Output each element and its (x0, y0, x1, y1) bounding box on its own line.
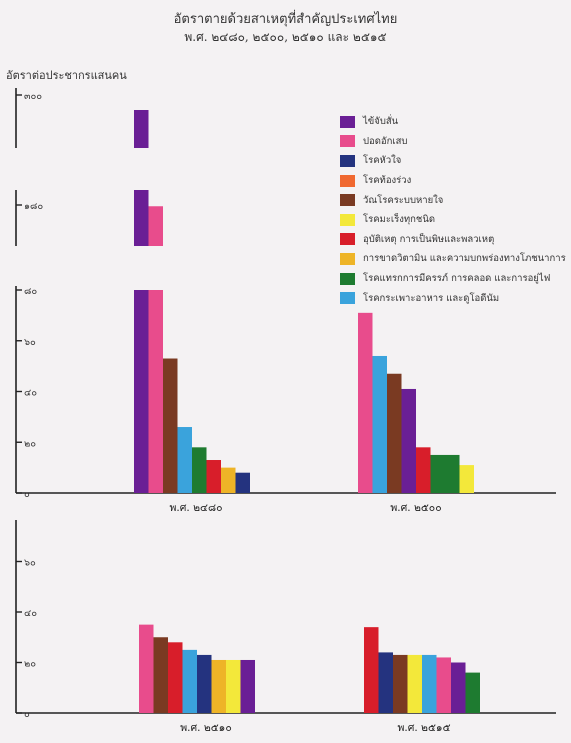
legend-swatch (340, 154, 355, 167)
legend-item: ปอดอักเสบ (340, 132, 566, 152)
bar (407, 654, 422, 713)
bar-break-fragment (134, 190, 149, 246)
bar (177, 427, 192, 493)
bar (197, 654, 212, 713)
bar (139, 624, 154, 713)
y-tick-label: ๒๐ (24, 659, 36, 670)
bar (459, 465, 474, 493)
bar-break-fragment (134, 110, 149, 148)
legend-label: วัณโรคระบบหายใจ (363, 194, 444, 206)
y-tick-label: ๖๐ (24, 337, 36, 348)
legend-swatch (340, 272, 355, 285)
bar (192, 447, 207, 493)
bar (378, 652, 393, 713)
legend-item: ไข้จับสั่น (340, 112, 566, 132)
page-title: อัตราตายด้วยสาเหตุที่สำคัญประเทศไทย (173, 12, 398, 27)
legend-item: โรคท้องร่วง (340, 171, 566, 191)
bar (226, 659, 241, 713)
x-group-label: พ.ศ. ๒๕๐๐ (390, 502, 441, 514)
bar (445, 454, 460, 493)
bar (451, 662, 466, 713)
bar (148, 290, 163, 493)
legend-label: ปอดอักเสบ (363, 135, 408, 147)
legend-item: โรคมะเร็งทุกชนิด (340, 210, 566, 230)
legend-item: วัณโรคระบบหายใจ (340, 190, 566, 210)
y-tick-label: ๔๐ (24, 388, 37, 399)
legend-label: โรคแทรกการมีครรภ์ การคลอด และการอยู่ไฟ (363, 273, 551, 285)
bar (182, 649, 197, 713)
bar-break-fragment (148, 206, 163, 246)
bar (401, 388, 416, 493)
legend-swatch (340, 252, 355, 265)
y-tick-label: ๔๐ (24, 608, 37, 619)
bar (416, 447, 431, 493)
chart-legend: ไข้จับสั่น ปอดอักเสบ โรคหัวใจ โรคท้องร่ว… (340, 112, 566, 308)
legend-swatch (340, 213, 355, 226)
page-subtitle: พ.ศ. ๒๔๘๐, ๒๕๐๐, ๒๕๑๐ และ ๒๕๑๕ (184, 30, 387, 44)
legend-swatch (340, 135, 355, 148)
legend-item: การขาดวิตามิน และความบกพร่องทางโภชนาการ (340, 249, 566, 269)
legend-label: โรคกระเพาะอาหาร และดูโอดีนัม (363, 292, 500, 304)
bar (422, 654, 437, 713)
bar (364, 627, 379, 713)
bar (358, 312, 373, 493)
chart-bars (134, 110, 480, 713)
legend-swatch (340, 194, 355, 207)
bar (436, 657, 451, 713)
y-tick-label: ๐ (24, 709, 30, 720)
legend-item: โรคแทรกการมีครรภ์ การคลอด และการอยู่ไฟ (340, 269, 566, 289)
bar (393, 654, 408, 713)
bar (153, 637, 168, 713)
y-tick-label: ๑๘๐ (24, 201, 43, 212)
legend-item: โรคกระเพาะอาหาร และดูโอดีนัม (340, 288, 566, 308)
legend-label: อุบัติเหตุ การเป็นพิษและพลวเหตุ (363, 233, 495, 245)
y-tick-label: ๖๐ (24, 558, 36, 569)
x-group-label: พ.ศ. ๒๔๘๐ (170, 502, 223, 514)
x-group-label: พ.ศ. ๒๕๑๐ (180, 722, 232, 734)
y-axis-label: อัตราต่อประชากรแสนคน (6, 69, 127, 82)
legend-swatch (340, 174, 355, 187)
bar (221, 467, 236, 493)
legend-item: อุบัติเหตุ การเป็นพิษและพลวเหตุ (340, 230, 566, 250)
y-tick-label: ๐ (24, 489, 30, 500)
x-group-label: พ.ศ. ๒๕๑๕ (397, 722, 450, 734)
legend-item: โรคหัวใจ (340, 151, 566, 171)
y-tick-label: ๓๐๐ (24, 91, 42, 102)
bar (206, 460, 221, 493)
bar (134, 290, 149, 493)
legend-swatch (340, 233, 355, 246)
legend-label: ไข้จับสั่น (363, 116, 399, 128)
bar (430, 454, 445, 493)
bar (235, 472, 250, 493)
bar (168, 642, 183, 713)
bar (465, 672, 480, 713)
y-tick-label: ๘๐ (24, 286, 37, 297)
bar (387, 373, 402, 493)
legend-swatch (340, 292, 355, 305)
bar (372, 355, 387, 493)
bar (163, 358, 178, 493)
legend-label: โรคท้องร่วง (363, 175, 412, 187)
legend-label: โรคมะเร็งทุกชนิด (363, 214, 436, 226)
bar (211, 659, 226, 713)
legend-label: โรคหัวใจ (363, 155, 402, 167)
legend-swatch (340, 115, 355, 128)
y-tick-label: ๒๐ (24, 438, 36, 449)
bar (240, 659, 255, 713)
legend-label: การขาดวิตามิน และความบกพร่องทางโภชนาการ (363, 253, 566, 265)
